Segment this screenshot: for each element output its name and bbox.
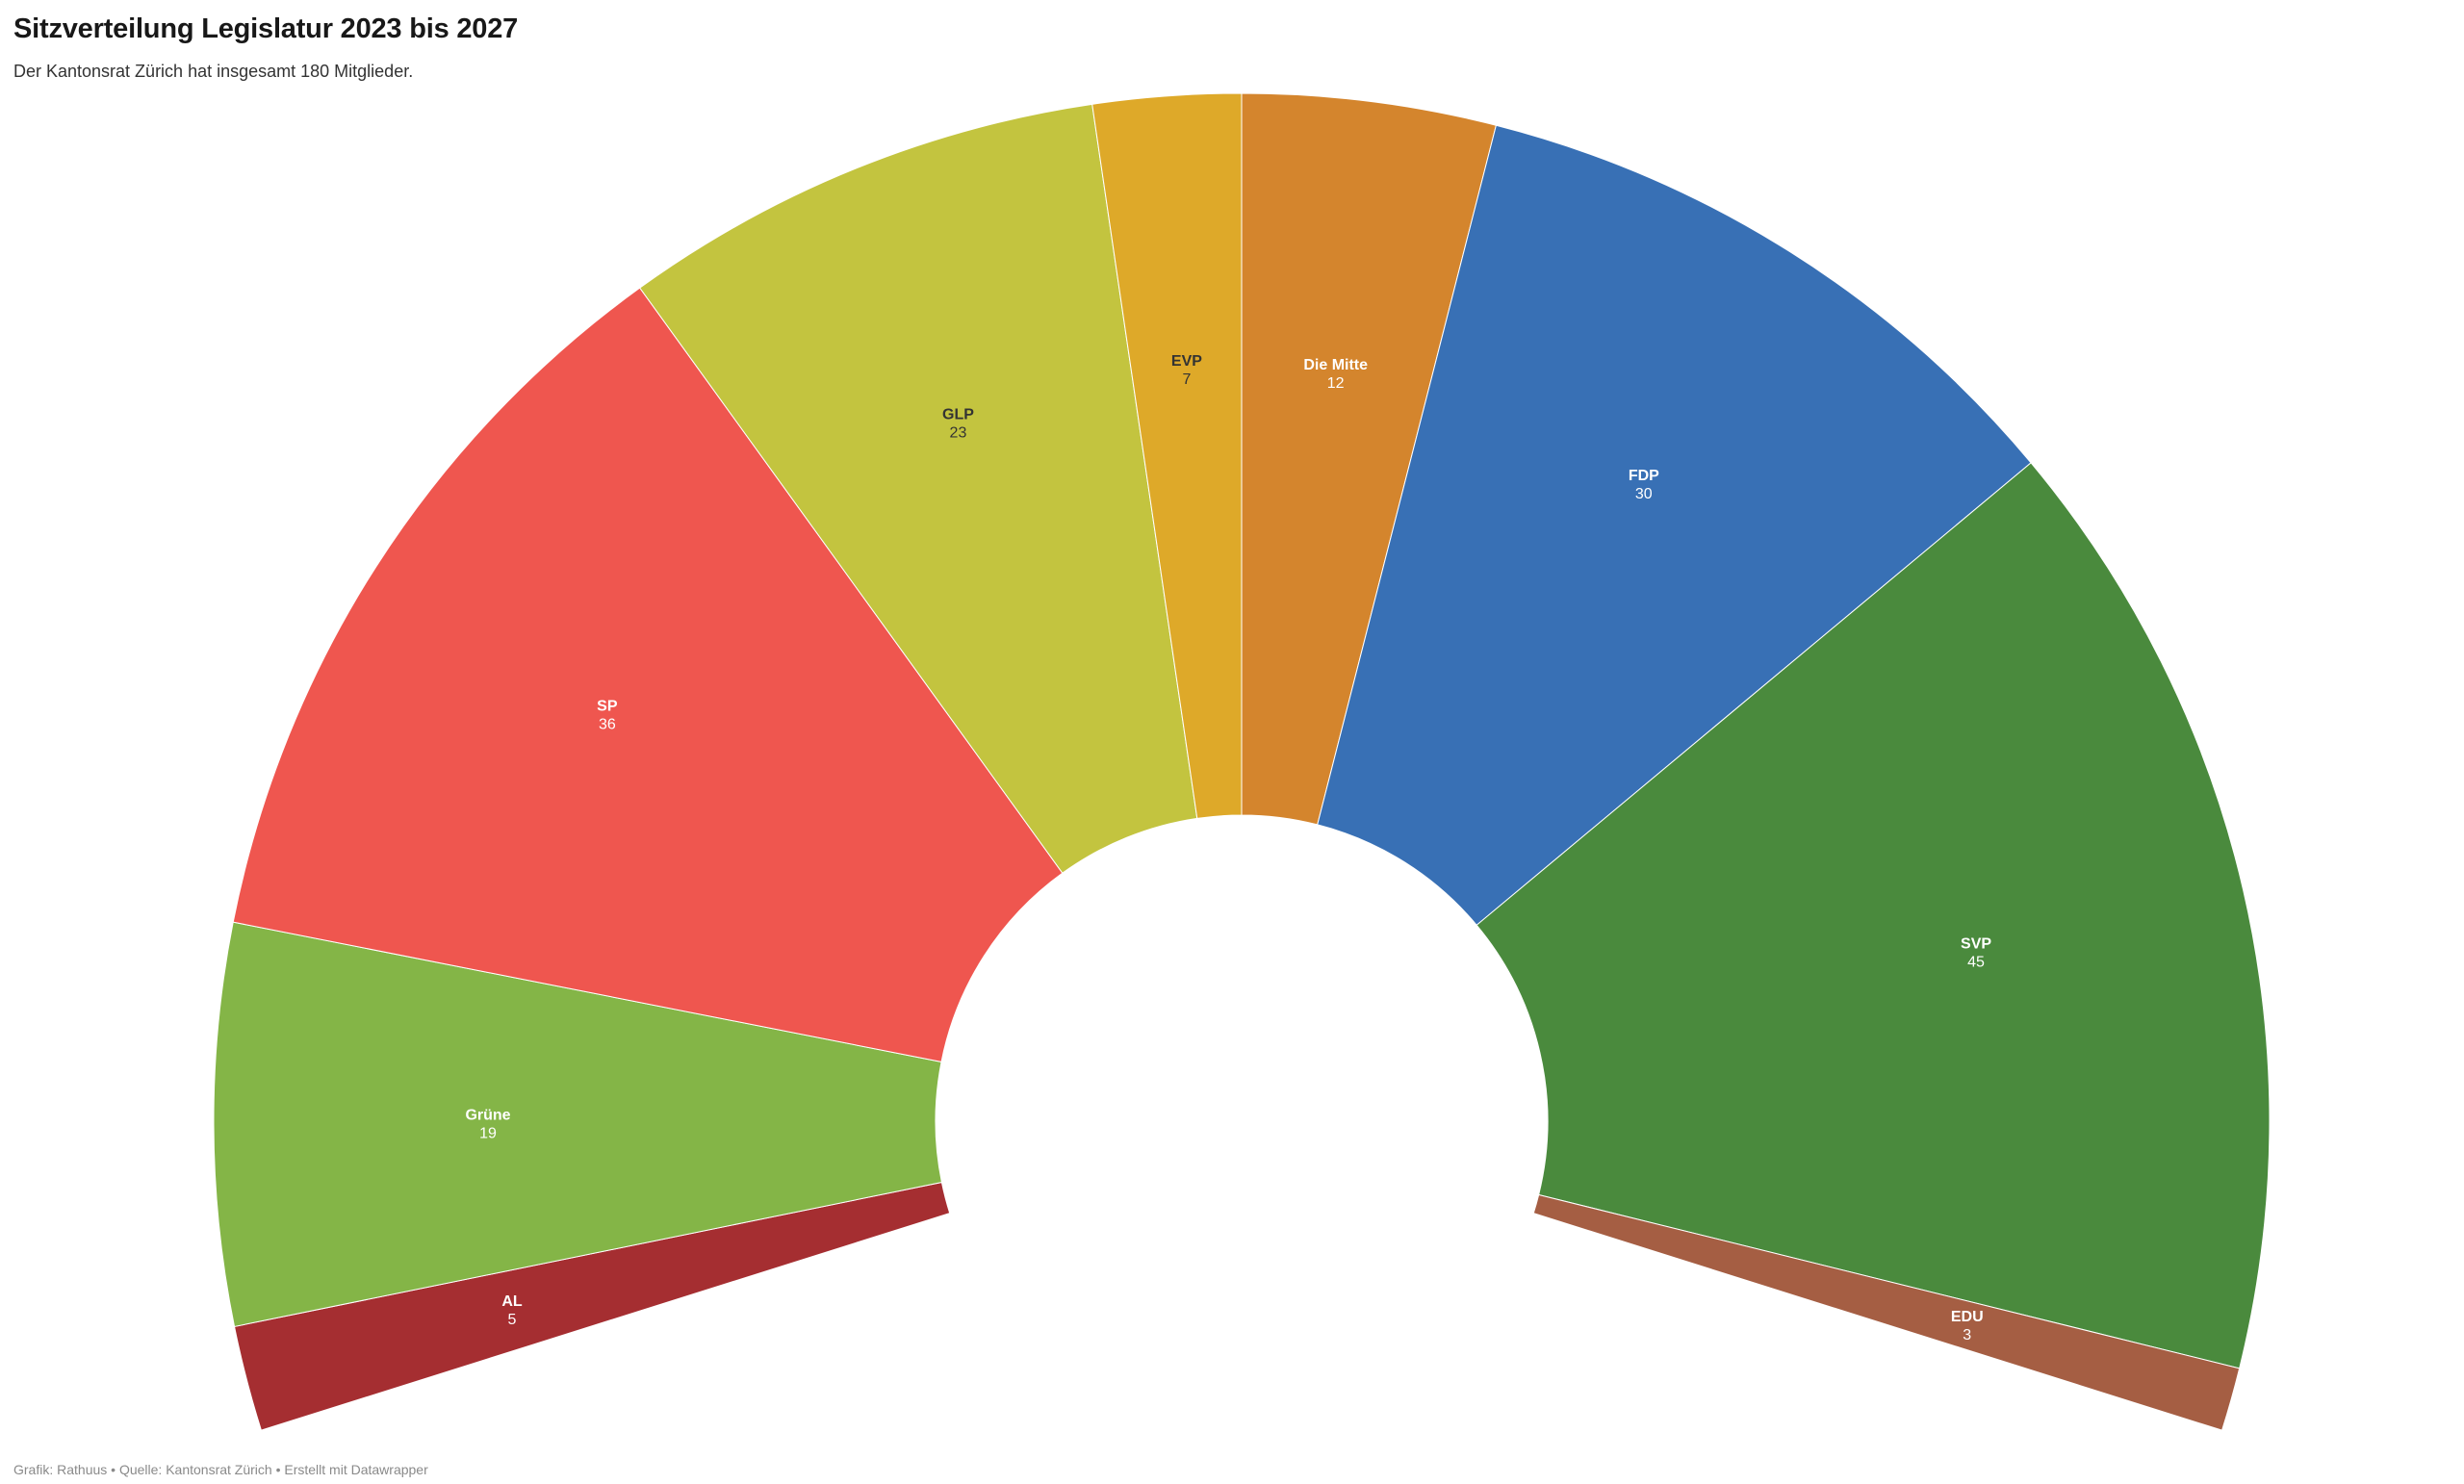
chart-subtitle: Der Kantonsrat Zürich hat insgesamt 180 … bbox=[13, 62, 414, 81]
slice-label-die-mitte: Die Mitte bbox=[1303, 357, 1368, 373]
slice-glp bbox=[639, 103, 1198, 874]
slice-label-fdp: FDP bbox=[1629, 468, 1659, 484]
slice-value-glp: 23 bbox=[950, 425, 967, 442]
slice-label-evp: EVP bbox=[1171, 353, 1202, 370]
slice-value-edu: 3 bbox=[1963, 1327, 1971, 1343]
slice-value-evp: 7 bbox=[1182, 371, 1191, 388]
slice-fdp bbox=[1317, 124, 2032, 927]
slice-label-sp: SP bbox=[597, 698, 618, 714]
slice-svp bbox=[1476, 462, 2271, 1369]
slice-edu bbox=[1532, 1193, 2241, 1431]
chart-title: Sitzverteilung Legislatur 2023 bis 2027 bbox=[13, 13, 519, 44]
slice-value-die-mitte: 12 bbox=[1327, 375, 1345, 392]
slice-label-svp: SVP bbox=[1961, 935, 1991, 952]
slice-sp bbox=[232, 287, 1064, 1062]
slice-value-svp: 45 bbox=[1967, 954, 1985, 970]
slice-value-sp: 36 bbox=[599, 716, 616, 732]
slice-label-edu: EDU bbox=[1951, 1309, 1984, 1325]
chart-footer: Grafik: Rathuus • Quelle: Kantonsrat Zür… bbox=[13, 1462, 428, 1477]
slice-label-grüne: Grüne bbox=[465, 1107, 510, 1123]
slice-value-al: 5 bbox=[508, 1312, 517, 1328]
slice-label-glp: GLP bbox=[942, 407, 974, 423]
chart-slices bbox=[213, 92, 2271, 1431]
slice-value-fdp: 30 bbox=[1635, 486, 1653, 502]
slice-grüne bbox=[213, 921, 943, 1328]
slice-value-grüne: 19 bbox=[479, 1125, 497, 1141]
slice-label-al: AL bbox=[501, 1293, 523, 1310]
